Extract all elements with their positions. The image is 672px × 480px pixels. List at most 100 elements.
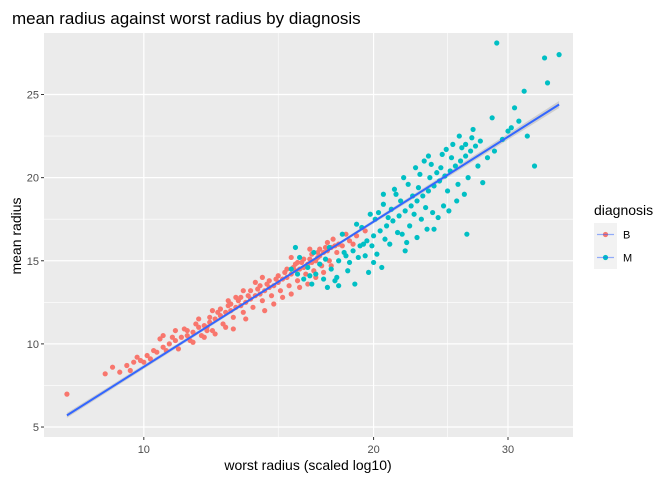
data-point-M	[334, 274, 340, 280]
data-point-B	[284, 266, 290, 272]
axis-ticks: 5 10 15 20 25 10 20 30	[27, 90, 514, 456]
data-point-B	[262, 308, 268, 314]
data-point-M	[511, 105, 518, 111]
data-point-M	[346, 259, 353, 266]
data-point-M	[355, 254, 361, 261]
data-point-M	[556, 52, 562, 58]
data-point-M	[467, 148, 474, 154]
data-point-B	[252, 279, 258, 285]
data-point-M	[415, 185, 422, 191]
data-point-B	[247, 288, 254, 294]
data-point-M	[408, 203, 414, 209]
data-point-M	[425, 153, 432, 159]
data-point-M	[463, 153, 469, 159]
data-point-M	[365, 269, 372, 276]
x-tick-label: 30	[502, 444, 514, 456]
data-point-M	[360, 241, 367, 247]
data-point-B	[307, 246, 313, 252]
data-point-B	[243, 316, 249, 322]
data-point-B	[193, 321, 199, 327]
data-point-M	[428, 161, 434, 167]
data-point-B	[204, 327, 210, 334]
data-point-B	[230, 314, 236, 320]
data-point-B	[157, 336, 163, 342]
data-point-M	[377, 228, 383, 234]
data-point-B	[184, 327, 190, 334]
data-point-M	[311, 249, 317, 256]
data-point-M	[452, 163, 459, 169]
data-point-B	[320, 269, 327, 276]
data-point-M	[431, 226, 437, 232]
data-point-B	[147, 356, 153, 362]
data-point-M	[399, 231, 405, 237]
data-point-B	[259, 274, 265, 280]
data-point-M	[374, 251, 380, 257]
data-point-B	[190, 339, 196, 345]
data-point-M	[353, 221, 360, 227]
data-point-M	[339, 231, 345, 237]
data-point-M	[407, 223, 413, 229]
data-point-M	[301, 276, 307, 282]
data-point-M	[391, 186, 398, 192]
data-point-B	[294, 278, 301, 284]
data-point-M	[305, 264, 311, 271]
data-point-B	[353, 233, 360, 239]
data-point-M	[336, 258, 342, 264]
data-point-M	[455, 181, 461, 187]
data-point-M	[439, 151, 445, 157]
data-point-M	[341, 249, 347, 256]
data-point-M	[421, 158, 427, 164]
data-point-M	[309, 281, 315, 287]
data-point-M	[364, 238, 370, 244]
legend-label-B: B	[623, 230, 630, 242]
data-point-B	[196, 316, 202, 322]
data-point-M	[294, 271, 301, 277]
data-point-B	[238, 294, 244, 300]
data-point-M	[505, 128, 511, 134]
data-point-M	[463, 141, 469, 147]
data-point-B	[233, 294, 239, 300]
data-point-M	[352, 281, 358, 287]
data-point-B	[109, 364, 116, 370]
x-axis-title: worst radius (scaled log10)	[223, 457, 391, 473]
data-point-M	[494, 40, 500, 46]
data-point-M	[292, 244, 299, 251]
data-point-M	[350, 248, 356, 254]
data-point-M	[320, 276, 327, 282]
legend-title: diagnosis	[594, 202, 653, 218]
data-point-B	[297, 284, 303, 290]
data-point-M	[336, 283, 342, 289]
data-point-M	[345, 268, 351, 274]
data-point-B	[134, 354, 140, 360]
data-point-M	[313, 271, 319, 277]
data-point-B	[144, 352, 150, 359]
data-point-M	[379, 264, 385, 271]
data-point-M	[424, 226, 430, 232]
data-point-B	[240, 288, 246, 294]
data-point-M	[484, 155, 491, 161]
y-tick-label: 10	[27, 339, 39, 351]
data-point-B	[240, 309, 246, 315]
data-point-B	[223, 324, 229, 330]
data-point-B	[117, 369, 123, 375]
data-point-M	[387, 241, 393, 247]
data-point-B	[184, 332, 190, 339]
data-point-M	[307, 273, 313, 279]
trend-line-group	[66, 103, 560, 417]
data-point-M	[362, 253, 368, 259]
data-point-M	[516, 118, 522, 124]
data-point-M	[370, 233, 377, 239]
data-point-B	[207, 314, 213, 320]
data-point-M	[541, 55, 548, 61]
data-point-B	[160, 344, 166, 350]
data-point-B	[259, 298, 265, 304]
data-point-M	[440, 203, 447, 209]
data-point-B	[343, 231, 349, 237]
data-point-B	[178, 334, 184, 340]
data-point-B	[271, 301, 277, 307]
data-point-M	[394, 229, 401, 236]
data-point-B	[268, 293, 275, 299]
data-point-M	[459, 145, 465, 151]
data-point-M	[380, 191, 386, 197]
